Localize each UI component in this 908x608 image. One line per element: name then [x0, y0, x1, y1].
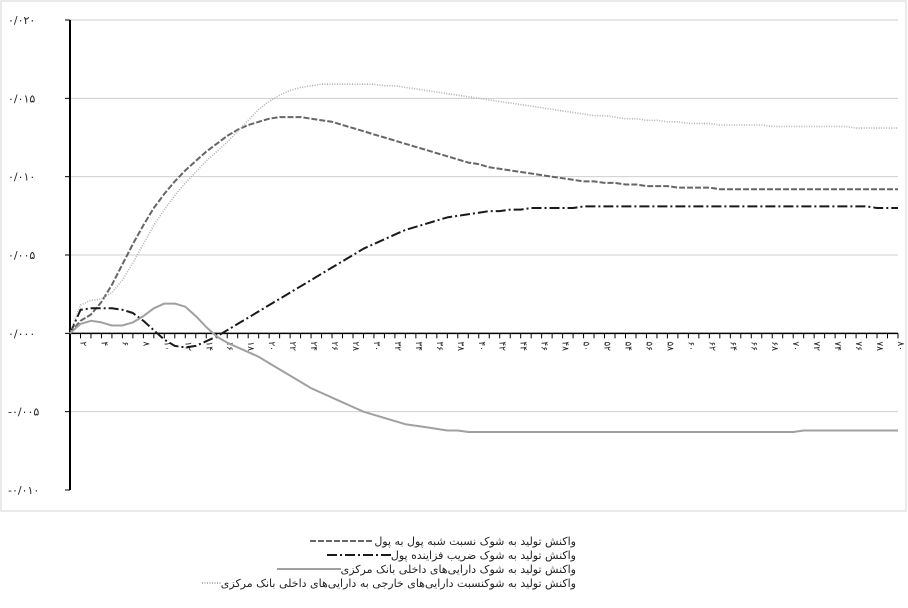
x-tick-label: ۴۴ [518, 341, 528, 351]
x-tick-label: ۲۴ [308, 341, 318, 351]
y-tick-label: -۰/۰۰۵ [8, 406, 39, 419]
legend-swatch-3 [276, 568, 341, 570]
x-tick-label: ۷۰ [790, 341, 800, 351]
legend-item-1: واکنش تولید به شوک نسبت شبه پول به پول [196, 534, 576, 548]
x-tick-label: ۵۴ [622, 341, 632, 351]
series-line-2 [69, 205, 898, 349]
plot-frame [0, 0, 907, 512]
x-tick-label: ۲۶ [329, 341, 339, 351]
x-tick-label: ۱۸ [245, 341, 255, 351]
x-tick-label: ۵۰ [581, 341, 591, 351]
legend-label-4: واکنش تولید به شوکنسبت دارایی‌های خارجی … [220, 576, 576, 590]
x-tick-label: ۸ [140, 341, 150, 346]
x-tick-label: ۷۲ [811, 341, 821, 351]
x-tick-label: ۶۸ [769, 341, 779, 351]
x-tick-label: ۸۰ [895, 341, 905, 351]
x-tick-label: ۴۸ [560, 341, 570, 351]
legend-swatch-1 [310, 540, 375, 542]
y-tick-label: ۰/۰۱۰ [8, 171, 35, 184]
x-tick-label: ۳۰ [371, 341, 381, 351]
x-tick-label: ۷۴ [832, 341, 842, 351]
legend-swatch-2 [326, 554, 391, 556]
legend-item-4: واکنش تولید به شوکنسبت دارایی‌های خارجی … [196, 576, 576, 590]
legend-label-3: واکنش تولید به شوک دارایی‌های داخلی بانک… [340, 562, 576, 576]
legend-swatch-4 [202, 582, 221, 584]
x-tick-label: ۱۰ [161, 341, 171, 351]
x-tick-label: ۵۶ [643, 341, 653, 351]
legend-label-2: واکنش تولید به شوک ضریب فزاینده پول [390, 548, 576, 562]
series-line-1 [69, 116, 898, 334]
legend-label-1: واکنش تولید به شوک نسبت شبه پول به پول [374, 534, 576, 548]
legend-item-3: واکنش تولید به شوک دارایی‌های داخلی بانک… [196, 562, 576, 576]
x-tick-label: ۲۲ [287, 341, 297, 351]
x-tick-label: ۶۴ [727, 341, 737, 351]
y-axis: -۰/۰۱۰ -۰/۰۰۵ ۰/۰۰۰ ۰/۰۰۵ ۰/۰۱۰ ۰/۰۱۵ ۰/۰۲۰ [8, 14, 71, 497]
x-tick-label: ۴۶ [539, 341, 549, 351]
x-tick-label: ۳۸ [455, 341, 465, 351]
x-tick-label: ۷۶ [853, 341, 863, 351]
x-tick-label: ۲۰ [266, 341, 276, 351]
x-tick-label: ۱۶ [224, 341, 234, 351]
x-tick-label: ۶۲ [706, 341, 716, 351]
series-lines [69, 83, 898, 433]
y-tick-label: ۰/۰۰۰ [8, 327, 35, 340]
legend-item-2: واکنش تولید به شوک ضریب فزاینده پول [196, 548, 576, 562]
x-tick-label: ۲ [77, 341, 87, 346]
x-tick-label: ۵۲ [602, 341, 612, 351]
x-tick-label: ۳۶ [434, 341, 444, 351]
x-tick-label: ۵۸ [664, 341, 674, 351]
y-tick-label: ۰/۰۰۵ [8, 249, 35, 262]
series-line-4 [69, 83, 898, 334]
x-tick-label: ۴۰ [476, 341, 486, 351]
x-tick-label: ۴۲ [497, 341, 507, 351]
legend: واکنش تولید به شوک نسبت شبه پول به پول و… [196, 534, 576, 590]
x-tick-label: ۳۴ [413, 341, 423, 351]
y-tick-label: ۰/۰۲۰ [8, 14, 35, 27]
x-tick-label: ۶۰ [685, 341, 695, 351]
x-tick-label: ۶ [119, 341, 129, 346]
x-tick-label: ۲۸ [350, 341, 360, 351]
y-tick-label: -۰/۰۱۰ [8, 484, 39, 497]
grid-lines [70, 19, 898, 413]
x-tick-label: ۳۲ [392, 341, 402, 351]
x-tick-label: ۷۸ [874, 341, 884, 351]
x-tick-label: ۴ [98, 341, 108, 346]
x-axis: ۲ ۴ ۶ ۸ ۱۰ ۱۲ ۱۴ ۱۶ ۱۸ ۲۰ ۲۲ ۲۴ ۲۶ ۲۸ ۳۰ ۳۲ ۳۴ ۳۶ ۳۸ ۴۰ ۴۲ ۴۴… [69, 332, 905, 351]
x-tick-label: ۱۴ [203, 341, 213, 351]
y-tick-label: ۰/۰۱۵ [8, 92, 35, 105]
x-tick-label: ۶۶ [748, 341, 758, 351]
series-line-3 [69, 302, 898, 433]
